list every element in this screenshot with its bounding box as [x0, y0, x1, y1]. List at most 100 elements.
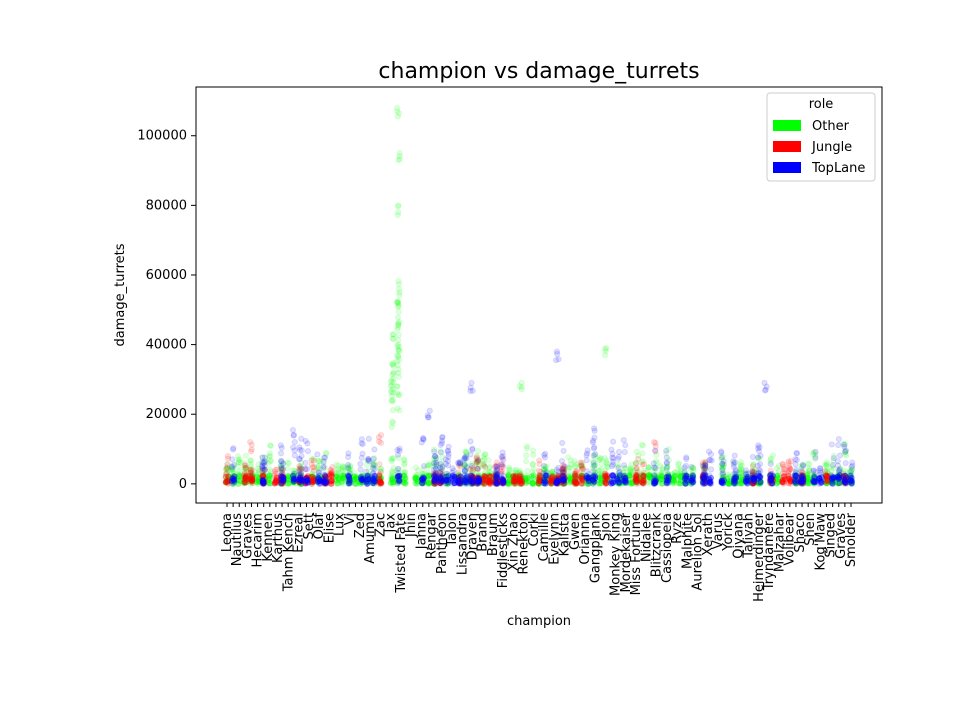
scatter-point	[531, 480, 538, 487]
scatter-point	[462, 448, 469, 455]
scatter-point	[393, 467, 400, 474]
scatter-point	[291, 467, 298, 474]
scatter-point	[433, 462, 440, 470]
scatter-point	[585, 476, 592, 484]
scatter-point	[663, 450, 670, 457]
scatter-point	[798, 478, 805, 486]
x-axis-label: champion	[507, 614, 571, 629]
scatter-point	[670, 477, 678, 484]
scatter-point	[340, 475, 347, 482]
scatter-point	[225, 467, 232, 474]
scatter-point	[644, 473, 651, 480]
scatter-point	[536, 457, 543, 464]
scatter-point	[267, 468, 274, 475]
scatter-point	[492, 471, 499, 478]
scatter-point	[541, 478, 548, 485]
scatter-point	[632, 466, 639, 474]
scatter-point	[842, 478, 849, 486]
scatter-point	[247, 457, 254, 464]
x-tick-label: Smolder	[844, 512, 859, 567]
scatter-point	[402, 478, 409, 485]
scatter-point	[332, 475, 339, 482]
scatter-point	[492, 477, 499, 484]
scatter-point	[645, 473, 652, 481]
scatter-point	[536, 478, 543, 485]
scatter-point	[530, 474, 537, 481]
scatter-point	[487, 478, 494, 485]
scatter-point	[657, 462, 664, 470]
scatter-point	[365, 468, 373, 475]
scatter-point	[437, 476, 444, 483]
scatter-point	[395, 308, 402, 315]
scatter-point	[351, 476, 358, 483]
scatter-point	[395, 472, 402, 479]
scatter-point	[229, 477, 236, 484]
scatter-point	[438, 478, 446, 485]
scatter-point	[529, 461, 537, 468]
scatter-point	[529, 447, 537, 454]
scatter-point	[578, 462, 585, 469]
scatter-point	[541, 466, 548, 474]
scatter-point	[669, 476, 677, 484]
scatter-point	[364, 478, 371, 485]
scatter-point	[395, 331, 402, 339]
scatter-point	[598, 480, 605, 487]
scatter-point	[622, 479, 630, 486]
scatter-point	[840, 441, 848, 448]
scatter-point	[425, 480, 433, 487]
scatter-point	[425, 462, 432, 469]
scatter-point	[595, 477, 603, 484]
scatter-point	[389, 455, 397, 462]
scatter-point	[231, 474, 238, 481]
scatter-point	[364, 476, 371, 483]
scatter-point	[333, 477, 340, 484]
scatter-point	[371, 462, 378, 469]
scatter-point	[634, 471, 642, 478]
scatter-point	[255, 461, 262, 468]
scatter-point	[439, 473, 446, 480]
scatter-point	[638, 471, 645, 479]
scatter-point	[290, 478, 298, 486]
scatter-point	[255, 478, 262, 485]
scatter-point	[603, 344, 610, 352]
scatter-point	[297, 480, 304, 487]
scatter-point	[241, 477, 248, 484]
scatter-point	[653, 472, 660, 479]
scatter-point	[579, 470, 586, 477]
scatter-point	[388, 469, 395, 476]
scatter-point	[395, 321, 402, 328]
scatter-point	[346, 480, 353, 487]
scatter-point	[651, 438, 658, 446]
scatter-point	[481, 463, 488, 470]
scatter-point	[579, 480, 587, 487]
scatter-point	[658, 473, 665, 480]
scatter-point	[662, 474, 670, 481]
scatter-point	[243, 479, 250, 486]
scatter-point	[596, 471, 603, 478]
scatter-point	[259, 473, 267, 480]
scatter-point	[475, 474, 483, 481]
scatter-point	[310, 475, 317, 483]
scatter-point	[277, 457, 285, 464]
scatter-point	[265, 479, 272, 486]
legend-swatch-other	[773, 120, 801, 131]
scatter-point	[364, 457, 371, 464]
scatter-point	[246, 478, 254, 485]
scatter-point	[241, 475, 249, 482]
scatter-point	[554, 478, 561, 485]
scatter-point	[653, 476, 660, 483]
scatter-point	[596, 480, 603, 487]
scatter-point	[461, 461, 468, 468]
scatter-point	[657, 474, 664, 482]
scatter-point	[402, 480, 409, 487]
scatter-point	[479, 477, 486, 485]
scatter-point	[419, 480, 426, 487]
scatter-point	[278, 477, 285, 484]
scatter-point	[474, 458, 481, 465]
scatter-point	[425, 473, 432, 480]
scatter-point	[638, 475, 646, 482]
scatter-point	[332, 473, 340, 480]
scatter-point	[597, 480, 604, 487]
scatter-point	[298, 459, 305, 466]
